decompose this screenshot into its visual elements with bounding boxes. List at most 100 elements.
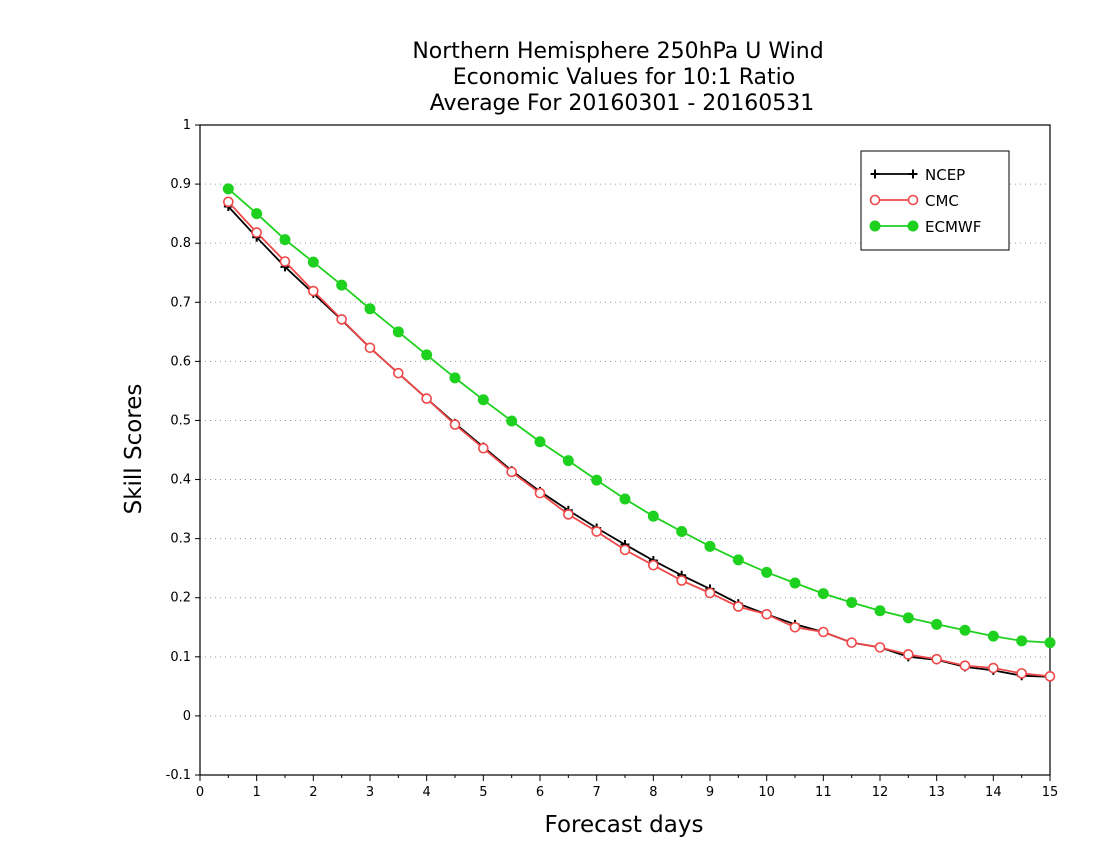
- legend-label-ncep: NCEP: [925, 166, 965, 184]
- point-ecmwf: [846, 596, 858, 608]
- point-cmc: [308, 285, 319, 297]
- y-tick-label: 0.2: [170, 591, 191, 606]
- y-tick-label: 0.8: [170, 236, 191, 251]
- point-ecmwf: [591, 474, 603, 486]
- point-ecmwf: [931, 618, 943, 630]
- point-cmc: [279, 256, 291, 267]
- series-cmc: [223, 196, 1056, 682]
- point-ecmwf: [222, 183, 234, 195]
- point-ecmwf: [562, 455, 574, 467]
- x-tick-label: 7: [593, 785, 601, 800]
- chart-title-line-3: Average For 20160301 - 20160531: [430, 91, 815, 116]
- point-ecmwf: [534, 436, 546, 448]
- point-ecmwf: [449, 372, 461, 384]
- y-tick-label: 0.6: [170, 354, 191, 369]
- x-tick-label: 12: [872, 785, 889, 800]
- y-tick-label: 0.9: [170, 177, 191, 192]
- point-ecmwf: [336, 279, 348, 291]
- point-cmc: [1044, 671, 1056, 682]
- point-cmc: [421, 393, 432, 404]
- series-line-ecmwf: [227, 188, 1051, 644]
- point-ecmwf: [902, 612, 914, 624]
- y-tick-label: 0: [183, 709, 191, 724]
- legend-marker: [869, 194, 881, 206]
- point-ecmwf: [421, 349, 433, 361]
- point-cmc: [846, 637, 857, 648]
- point-ecmwf: [959, 624, 971, 636]
- point-ecmwf: [874, 605, 886, 617]
- legend-entry-ecmwf: ECMWF: [869, 218, 981, 236]
- point-cmc: [818, 626, 829, 638]
- x-tick-label: 8: [649, 785, 657, 800]
- legend-label-cmc: CMC: [925, 192, 959, 210]
- legend-marker: [908, 169, 918, 179]
- x-tick-label: 2: [309, 785, 317, 800]
- point-cmc: [478, 442, 489, 454]
- y-tick-label: 0.3: [170, 532, 191, 547]
- legend-marker: [869, 220, 881, 232]
- point-cmc: [364, 342, 376, 354]
- chart-title-line-2: Economic Values for 10:1 Ratio: [453, 65, 795, 90]
- x-tick-label: 6: [536, 785, 544, 800]
- point-ecmwf: [789, 577, 801, 589]
- point-ecmwf: [987, 630, 999, 642]
- point-ecmwf: [619, 493, 631, 505]
- point-ecmwf: [392, 326, 404, 338]
- point-ecmwf: [251, 208, 263, 220]
- x-tick-label: 11: [815, 785, 832, 800]
- chart-title: Northern Hemisphere 250hPa U Wind Econom…: [412, 39, 823, 116]
- point-ecmwf: [506, 415, 518, 427]
- y-tick-label: 0.4: [170, 473, 191, 488]
- legend-box: [860, 150, 1010, 251]
- point-cmc: [563, 509, 574, 520]
- point-ecmwf: [477, 394, 489, 406]
- legend-marker: [870, 169, 880, 179]
- point-cmc: [506, 466, 517, 478]
- y-tick-label: 1: [183, 118, 191, 133]
- legend-marker: [907, 220, 919, 232]
- point-ecmwf: [1016, 635, 1028, 647]
- chart-title-line-1: Northern Hemisphere 250hPa U Wind: [412, 39, 823, 64]
- series-ecmwf: [222, 183, 1056, 649]
- point-cmc: [931, 653, 942, 665]
- x-tick-label: 14: [985, 785, 1002, 800]
- point-ecmwf: [761, 566, 773, 578]
- point-cmc: [223, 196, 234, 208]
- legend-entry-cmc: CMC: [869, 192, 959, 210]
- point-cmc: [959, 660, 971, 671]
- x-tick-label: 15: [1042, 785, 1059, 800]
- x-tick-label: 0: [196, 785, 204, 800]
- legend: NCEP CMC ECMWF: [860, 150, 1010, 251]
- x-axis-label: Forecast days: [545, 812, 704, 838]
- point-cmc: [648, 559, 659, 571]
- legend-label-ecmwf: ECMWF: [925, 218, 981, 236]
- point-ecmwf: [676, 526, 688, 538]
- point-cmc: [393, 367, 404, 379]
- point-ecmwf: [647, 510, 659, 522]
- x-tick-label: 5: [479, 785, 487, 800]
- x-tick-label: 10: [758, 785, 775, 800]
- point-cmc: [733, 601, 744, 612]
- x-tick-label: 3: [366, 785, 374, 800]
- point-cmc: [591, 526, 602, 537]
- y-tick-label: -0.1: [166, 768, 191, 783]
- x-tick-label: 4: [423, 785, 431, 800]
- legend-marker: [907, 194, 919, 206]
- point-cmc: [1016, 668, 1027, 679]
- series-line-ncep: [227, 205, 1051, 678]
- point-cmc: [789, 621, 801, 633]
- point-cmc: [676, 575, 687, 586]
- point-ecmwf: [364, 303, 376, 315]
- x-tick-label: 9: [706, 785, 714, 800]
- gridlines: [200, 183, 1050, 717]
- x-tick-label: 13: [928, 785, 945, 800]
- point-cmc: [449, 419, 461, 430]
- point-cmc: [336, 314, 347, 325]
- point-cmc: [874, 642, 886, 653]
- point-cmc: [251, 227, 262, 238]
- point-ecmwf: [732, 554, 744, 566]
- point-cmc: [903, 649, 914, 660]
- point-ecmwf: [1044, 637, 1056, 649]
- point-cmc: [988, 662, 999, 674]
